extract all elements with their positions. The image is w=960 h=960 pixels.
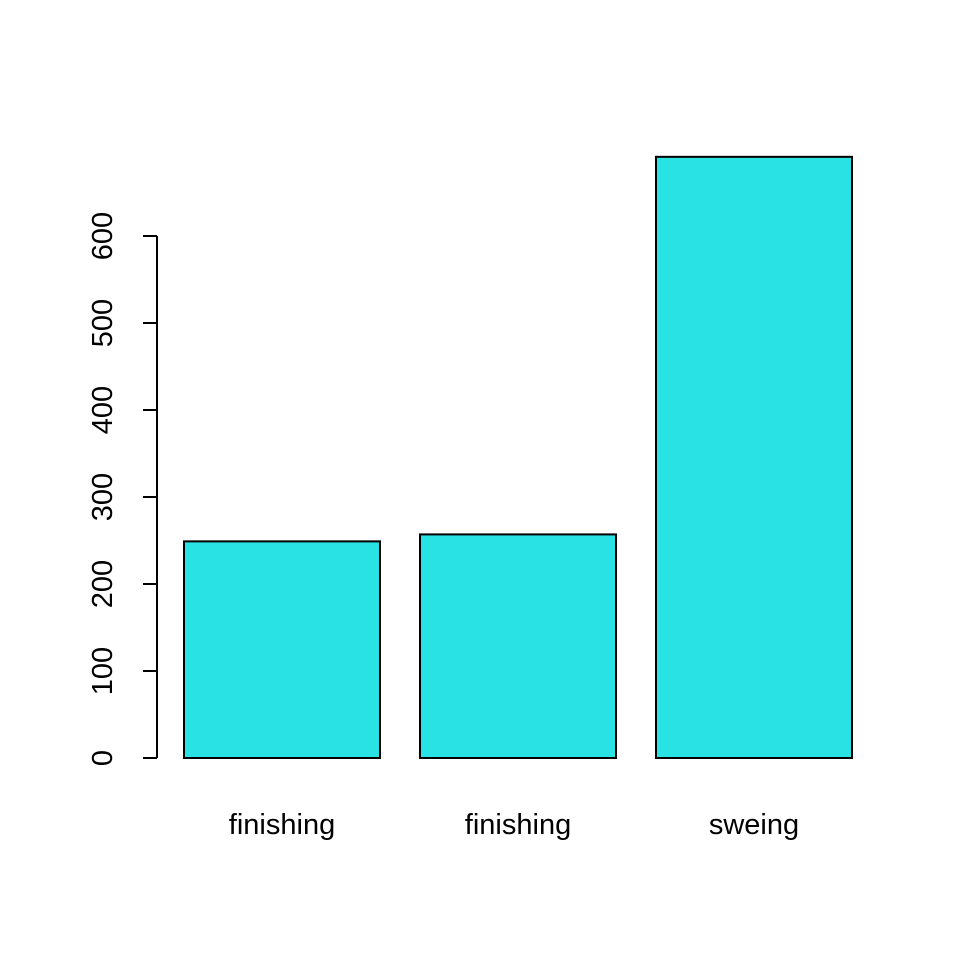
- y-axis: 0 100 200 300 400 500 600: [87, 212, 158, 766]
- x-axis-labels: finishing finishing sweing: [229, 809, 799, 841]
- y-tick-label-500: 500: [87, 299, 119, 347]
- category-label-3: sweing: [709, 809, 799, 841]
- y-tick-label-0: 0: [87, 750, 119, 766]
- category-label-1: finishing: [229, 809, 335, 841]
- y-tick-label-100: 100: [87, 647, 119, 695]
- bar-1: [183, 540, 381, 759]
- bar-3: [655, 155, 853, 759]
- bar-2: [419, 533, 617, 759]
- bars-group: [183, 155, 853, 759]
- category-label-2: finishing: [465, 809, 571, 841]
- y-tick-label-400: 400: [87, 386, 119, 434]
- y-tick-label-600: 600: [87, 212, 119, 260]
- y-tick-label-200: 200: [87, 560, 119, 608]
- y-tick-label-300: 300: [87, 473, 119, 521]
